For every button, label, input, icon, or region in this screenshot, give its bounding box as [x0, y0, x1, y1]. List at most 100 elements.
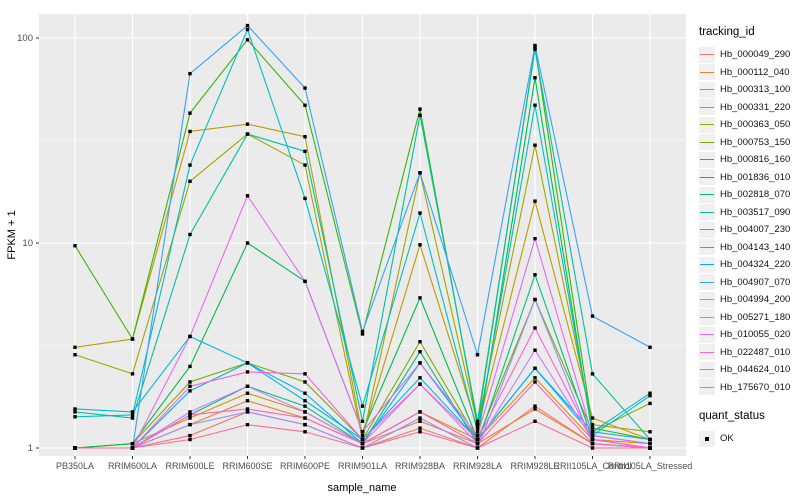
data-point-Hb_000363_050 — [73, 353, 77, 357]
data-point-Hb_004007_230 — [360, 404, 365, 408]
x-tick-label: RRIM600LA — [108, 461, 157, 471]
data-point-Hb_175670_010 — [360, 446, 365, 450]
data-point-Hb_000816_160 — [360, 332, 365, 336]
data-point-Hb_000049_290 — [533, 404, 537, 408]
data-point-Hb_000331_220 — [360, 433, 365, 438]
data-point-Hb_004007_230 — [418, 211, 422, 215]
legend-item-Hb_000313_100: Hb_000313_100 — [699, 81, 799, 99]
data-point-Hb_044624_010 — [245, 407, 250, 411]
legend-item-label: Hb_004994_200 — [720, 294, 791, 306]
legend-key-box — [699, 430, 715, 447]
data-point-Hb_000313_100 — [188, 416, 192, 420]
data-point-Hb_001836_010 — [188, 364, 192, 369]
legend-item-Hb_004907_070: Hb_004907_070 — [699, 274, 799, 292]
legend-key-box — [699, 309, 715, 326]
data-point-Hb_004007_230 — [533, 103, 537, 107]
data-point-Hb_010055_020 — [533, 236, 537, 241]
data-point-Hb_003517_090 — [360, 419, 365, 423]
data-point-Hb_175670_010 — [418, 430, 422, 434]
legend-color-line-icon — [700, 159, 714, 161]
data-point-Hb_000753_150 — [188, 380, 192, 384]
data-point-Hb_001836_010 — [533, 76, 537, 80]
data-point-Hb_002818_070 — [418, 349, 422, 354]
data-point-Hb_004994_200 — [245, 410, 250, 414]
legend-item-label: Hb_004907_070 — [720, 276, 791, 288]
data-point-Hb_175670_010 — [590, 446, 595, 450]
data-point-Hb_044624_010 — [533, 380, 537, 384]
data-point-Hb_004007_230 — [475, 430, 480, 434]
legend-key-box — [699, 46, 715, 63]
legend-item-Hb_044624_010: Hb_044624_010 — [699, 361, 799, 379]
legend-item-Hb_002818_070: Hb_002818_070 — [699, 186, 799, 204]
data-point-Hb_004994_200 — [303, 422, 307, 427]
legend-color-line-icon — [700, 71, 714, 73]
data-point-Hb_044624_010 — [590, 441, 595, 446]
data-point-Hb_000331_220 — [245, 122, 250, 126]
data-point-Hb_022487_010 — [590, 437, 595, 442]
x-axis-title: sample_name — [327, 482, 397, 494]
legend-item-label: Hb_003517_090 — [720, 206, 791, 218]
x-tick-label: RRIM901LA — [338, 461, 387, 471]
data-point-Hb_010055_020 — [188, 334, 192, 339]
legend-item-label: OK — [720, 433, 734, 445]
legend-item-Hb_000753_150: Hb_000753_150 — [699, 134, 799, 152]
data-point-Hb_003517_090 — [245, 132, 250, 136]
legend-item-label: Hb_001836_010 — [720, 171, 791, 183]
data-point-Hb_022487_010 — [188, 384, 192, 388]
legend-color-line-icon — [700, 176, 714, 178]
data-point-Hb_004007_230 — [648, 391, 652, 395]
data-point-Hb_000363_050 — [648, 430, 652, 434]
data-point-Hb_004324_220 — [533, 366, 537, 370]
data-point-Hb_000363_050 — [130, 372, 135, 376]
legend-color-line-icon — [700, 299, 714, 301]
data-point-Hb_175670_010 — [475, 446, 480, 450]
legend-item-Hb_004994_200: Hb_004994_200 — [699, 291, 799, 309]
legend-item-label: Hb_000313_100 — [720, 84, 791, 96]
data-point-Hb_000816_160 — [73, 244, 77, 248]
data-point-Hb_004007_230 — [130, 413, 135, 417]
data-point-Hb_000331_220 — [73, 345, 77, 349]
legend-color-line-icon — [700, 89, 714, 91]
ok-square-marker-icon — [705, 436, 709, 441]
legend-item-Hb_000112_040: Hb_000112_040 — [699, 64, 799, 82]
data-point-Hb_004143_140 — [418, 376, 422, 380]
data-point-Hb_005271_180 — [303, 410, 307, 414]
data-point-Hb_001836_010 — [245, 241, 250, 245]
data-point-Hb_004143_140 — [73, 407, 77, 411]
legend-item-Hb_010055_020: Hb_010055_020 — [699, 326, 799, 344]
data-point-Hb_004007_230 — [303, 196, 307, 201]
data-point-Hb_001836_010 — [130, 441, 135, 446]
legend-color-line-icon — [700, 316, 714, 318]
data-point-Hb_005271_180 — [533, 348, 537, 352]
data-point-Hb_004143_140 — [303, 399, 307, 403]
data-point-Hb_004907_070 — [360, 329, 365, 334]
data-point-Hb_003517_090 — [475, 419, 480, 423]
data-point-Hb_022487_010 — [360, 437, 365, 442]
legend-item-Hb_000331_220: Hb_000331_220 — [699, 99, 799, 117]
x-tick-label: RRIM600LE — [165, 461, 214, 471]
data-point-Hb_000363_050 — [188, 179, 192, 183]
legend-title-quant-status: quant_status — [699, 410, 765, 422]
legend-color-line-icon — [700, 211, 714, 213]
legend-color-line-icon — [700, 141, 714, 143]
data-point-Hb_003517_090 — [130, 416, 135, 420]
data-point-Hb_004994_200 — [418, 416, 422, 420]
legend: tracking_id Hb_000049_290 Hb_000112_040 Hb… — [699, 26, 799, 448]
x-tick-label: PB350LA — [56, 461, 94, 471]
data-point-Hb_000816_160 — [418, 107, 422, 111]
data-point-Hb_000112_040 — [533, 407, 537, 411]
legend-title-tracking-id: tracking_id — [699, 26, 755, 38]
data-point-Hb_000363_050 — [303, 163, 307, 167]
data-point-Hb_175670_010 — [533, 419, 537, 423]
legend-key-box — [699, 151, 715, 168]
legend-key-box — [699, 134, 715, 151]
legend-color-line-icon — [700, 264, 714, 266]
data-point-Hb_003517_090 — [533, 47, 537, 52]
x-tick-label: RRII105LA_Stressed — [608, 461, 693, 471]
data-point-Hb_004324_220 — [648, 437, 652, 442]
legend-color-line-icon — [700, 194, 714, 196]
legend-item-label: Hb_010055_020 — [720, 329, 791, 341]
data-point-Hb_000049_290 — [188, 433, 192, 438]
data-point-Hb_010055_020 — [245, 194, 250, 198]
data-point-Hb_000363_050 — [590, 422, 595, 427]
